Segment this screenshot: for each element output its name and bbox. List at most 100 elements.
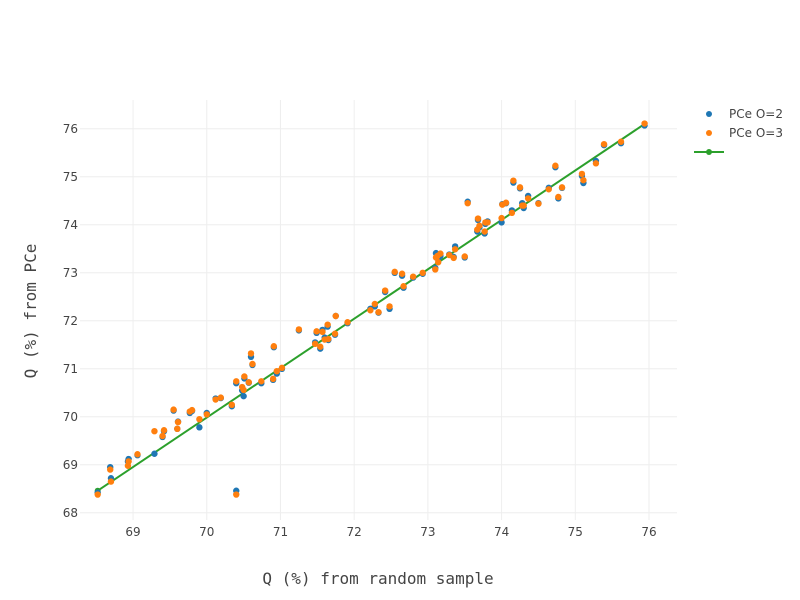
data-point-pce-o3 [516,184,524,191]
data-point-pce-o3 [371,300,379,308]
data-point-pce-o2 [151,450,158,457]
data-point-pce-o3 [228,401,236,408]
data-point-pce-o3 [273,368,280,375]
data-point-pce-o3 [241,373,248,380]
y-tick-label: 70 [63,410,78,424]
data-point-pce-o3 [481,228,488,235]
data-point-pce-o3 [617,138,625,145]
data-point-pce-o3 [160,427,168,434]
data-point-pce-o3 [580,176,587,184]
x-axis-ticks: 69 70 71 72 73 74 75 76 [125,525,656,539]
data-point-pce-o3 [600,140,608,148]
x-axis-title: Q (%) from random sample [262,569,493,588]
y-tick-label: 69 [63,458,78,472]
data-point-pce-o3 [324,321,331,328]
data-point-pce-o3 [240,386,247,394]
data-point-pce-o3 [278,364,286,372]
data-point-pce-o3 [435,259,442,266]
legend-label-pce-o2: PCe O=2 [729,107,783,121]
y-tick-label: 75 [63,170,78,184]
legend-item-pce-o3[interactable]: PCe O=3 [706,126,783,140]
data-point-pce-o3 [592,160,600,167]
data-point-pce-o3 [464,200,471,207]
x-tick-label: 73 [420,525,435,539]
data-point-pce-o3 [134,451,141,458]
legend-item-reference-line[interactable] [694,149,724,155]
data-point-pce-o3 [125,458,132,465]
data-point-pce-o3 [107,478,115,485]
data-point-pce-o3 [474,215,482,222]
data-point-pce-o3 [94,491,101,498]
data-point-pce-o3 [432,266,439,273]
x-tick-label: 72 [347,525,362,539]
data-point-pce-o3 [196,416,203,423]
data-point-pce-o3 [409,273,417,280]
data-point-pce-o3 [502,199,510,206]
data-point-pce-o3 [317,343,324,350]
data-point-pce-o3 [476,222,483,229]
y-tick-label: 76 [63,122,78,136]
data-point-pce-o3 [159,432,166,440]
data-point-pce-o3 [381,287,389,294]
data-point-pce-o3 [578,170,586,178]
data-point-pce-o3 [258,378,265,385]
data-point-pce-o3 [461,253,468,260]
data-point-pce-o3 [203,411,210,418]
data-point-pce-o3 [367,307,374,314]
x-tick-label: 74 [494,525,509,539]
legend-label-pce-o3: PCe O=3 [729,126,783,140]
data-point-pce-o3 [524,195,532,202]
data-point-pce-o3 [249,360,256,368]
x-tick-label: 71 [273,525,288,539]
data-point-pce-o3 [386,303,393,310]
data-point-pce-o3 [510,177,517,184]
data-point-pce-o3 [319,328,326,336]
data-point-pce-o3 [107,466,114,473]
data-point-pce-o2 [196,424,203,431]
data-point-pce-o3 [270,343,278,350]
data-point-pce-o3 [245,379,252,386]
data-point-pce-o3 [247,350,255,357]
legend-marker-pce-o3 [706,130,712,136]
data-point-pce-o3 [331,330,339,337]
data-point-pce-o3 [498,214,505,222]
series-pce-o3 [94,120,648,498]
data-point-pce-o3 [391,268,398,276]
y-tick-label: 72 [63,314,78,328]
data-point-pce-o3 [151,428,158,435]
x-tick-label: 69 [125,525,140,539]
data-point-pce-o3 [344,319,351,326]
data-point-pce-o3 [535,200,542,207]
y-tick-label: 68 [63,506,78,520]
data-point-pce-o3 [555,193,562,201]
data-point-pce-o3 [419,269,426,276]
data-point-pce-o3 [212,396,219,403]
data-point-pce-o3 [520,202,527,209]
data-point-pce-o3 [484,219,491,226]
data-point-pce-o3 [313,328,320,335]
data-point-pce-o3 [332,312,339,320]
data-point-pce-o3 [233,491,240,498]
data-point-pce-o3 [641,120,648,127]
x-tick-label: 76 [641,525,656,539]
data-point-pce-o3 [217,394,224,401]
legend[interactable]: PCe O=2 PCe O=3 [694,107,783,155]
data-point-pce-o3 [558,184,566,191]
data-point-pce-o3 [311,340,319,348]
data-point-pce-o3 [325,335,332,343]
data-point-pce-o3 [508,209,516,216]
legend-marker-pce-o2 [706,111,712,117]
data-point-pce-o3 [174,425,181,432]
data-point-pce-o3 [400,283,407,290]
data-point-pce-o3 [295,326,303,333]
y-axis-ticks: 68 69 70 71 72 73 74 75 76 [63,122,78,520]
data-point-pce-o3 [552,162,559,169]
legend-line-marker [706,149,712,155]
data-point-pce-o3 [375,308,382,316]
data-point-pce-o3 [437,250,444,257]
data-point-pce-o3 [188,406,196,414]
legend-item-pce-o2[interactable]: PCe O=2 [706,107,783,121]
y-tick-label: 74 [63,218,78,232]
data-point-pce-o3 [269,375,277,383]
